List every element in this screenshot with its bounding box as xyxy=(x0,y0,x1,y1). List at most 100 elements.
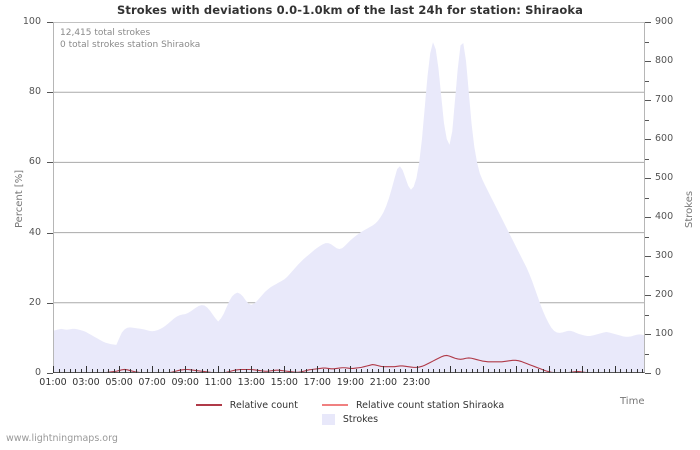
x-axis-minor-tick xyxy=(64,369,65,373)
x-axis-tick xyxy=(53,366,54,373)
y-axis-right-minor-tick xyxy=(645,275,649,277)
x-axis-minor-tick xyxy=(576,369,578,373)
x-axis-minor-tick xyxy=(157,369,159,373)
plot-frame xyxy=(53,22,645,373)
x-axis-minor-tick xyxy=(212,369,214,373)
x-axis-minor-tick xyxy=(91,369,93,373)
series-line-relative-count xyxy=(53,354,645,373)
y-axis-left-tick xyxy=(47,302,53,304)
x-axis-tick xyxy=(350,366,352,373)
x-axis-tick-label: 01:00 xyxy=(39,377,67,388)
legend-item-relative-count[interactable]: Relative count xyxy=(195,399,298,411)
x-axis-minor-tick xyxy=(69,369,71,373)
x-axis-minor-tick xyxy=(444,369,445,373)
x-axis-minor-tick xyxy=(141,369,143,373)
x-axis-minor-tick xyxy=(427,369,429,373)
y-axis-right-tick-label: 900 xyxy=(655,16,674,27)
x-axis-minor-tick xyxy=(592,369,594,373)
y-axis-left-tick-label: 40 xyxy=(28,226,41,238)
y-axis-left-tick xyxy=(47,92,53,94)
x-axis-minor-tick xyxy=(405,369,407,373)
x-axis-minor-tick xyxy=(201,369,203,373)
x-axis-minor-tick xyxy=(328,369,330,373)
y-axis-left-title: Percent [%] xyxy=(14,169,25,228)
y-axis-right-minor-tick xyxy=(645,158,649,160)
x-axis-tick xyxy=(218,366,220,373)
y-axis-right-minor-tick xyxy=(645,41,649,43)
x-axis-minor-tick xyxy=(163,369,165,373)
x-axis-minor-tick xyxy=(532,369,534,373)
x-axis-minor-tick xyxy=(521,369,523,373)
x-axis-minor-tick xyxy=(289,369,291,373)
y-axis-left-tick xyxy=(47,373,53,374)
x-axis-minor-tick xyxy=(295,369,297,373)
y-axis-right-tick xyxy=(645,100,651,101)
x-axis-minor-tick xyxy=(355,369,357,373)
x-axis-minor-tick xyxy=(411,369,412,373)
x-axis-minor-tick xyxy=(306,369,308,373)
x-axis-minor-tick xyxy=(388,369,390,373)
x-axis-tick-label: 13:00 xyxy=(237,377,265,388)
x-axis-minor-tick xyxy=(565,369,567,373)
x-axis-minor-tick xyxy=(146,369,148,373)
y-axis-right-tick-label: 100 xyxy=(655,328,674,339)
y-axis-right-tick-label: 400 xyxy=(655,211,674,222)
x-axis-minor-tick xyxy=(471,369,473,373)
y-axis-left-tick-label: 20 xyxy=(28,296,41,308)
x-axis-tick-label: 05:00 xyxy=(105,377,133,388)
x-axis-tick-label: 15:00 xyxy=(270,377,298,388)
x-axis-tick xyxy=(284,366,286,373)
y-axis-right-tick xyxy=(645,256,651,257)
series-area-strokes xyxy=(53,42,645,373)
x-axis-tick xyxy=(581,366,583,373)
legend-swatch-box-icon xyxy=(321,413,335,425)
legend-item-strokes[interactable]: Strokes xyxy=(321,413,379,425)
x-axis-minor-tick xyxy=(344,369,346,373)
legend-label: Relative count station Shiraoka xyxy=(355,399,505,411)
x-axis-minor-tick xyxy=(234,369,236,373)
x-axis-minor-tick xyxy=(102,369,104,373)
x-axis-title: Time xyxy=(620,396,645,407)
legend-label: Strokes xyxy=(342,413,379,425)
y-axis-right-title: Strokes xyxy=(684,190,695,228)
x-axis-minor-tick xyxy=(433,369,434,373)
x-axis-minor-tick xyxy=(240,369,242,373)
x-axis-minor-tick xyxy=(537,369,539,373)
x-axis-tick-label: 09:00 xyxy=(171,377,199,388)
y-axis-right-tick-label: 300 xyxy=(655,250,674,261)
x-axis-minor-tick xyxy=(620,369,622,373)
legend-label: Relative count xyxy=(229,399,298,411)
plot-area xyxy=(53,22,645,373)
x-axis-minor-tick xyxy=(135,369,137,373)
chart-legend: Relative count Relative count station Sh… xyxy=(0,398,700,426)
x-axis-minor-tick xyxy=(372,369,374,373)
x-axis-minor-tick xyxy=(455,369,456,373)
x-axis-minor-tick xyxy=(223,369,225,373)
x-axis-minor-tick xyxy=(603,369,605,373)
x-axis-minor-tick xyxy=(207,369,209,373)
x-axis-minor-tick xyxy=(267,369,269,373)
x-axis-minor-tick xyxy=(256,369,258,373)
x-axis-minor-tick xyxy=(333,369,335,373)
x-axis-minor-tick xyxy=(526,369,528,373)
x-axis-minor-tick xyxy=(422,369,423,373)
x-axis-minor-tick xyxy=(438,369,440,373)
y-axis-right-tick xyxy=(645,217,651,218)
x-axis-tick xyxy=(185,366,187,373)
x-axis-tick xyxy=(548,366,550,373)
x-axis-tick xyxy=(317,366,319,373)
legend-row-1: Relative count Relative count station Sh… xyxy=(0,398,700,412)
x-axis-minor-tick xyxy=(499,369,501,373)
x-axis-minor-tick xyxy=(399,369,401,373)
y-axis-right-tick-label: 0 xyxy=(655,367,662,378)
legend-item-relative-count-station[interactable]: Relative count station Shiraoka xyxy=(321,399,505,411)
x-axis-minor-tick xyxy=(377,369,379,373)
x-axis-tick-label: 11:00 xyxy=(204,377,232,388)
x-axis-minor-tick xyxy=(229,369,231,373)
x-axis-minor-tick xyxy=(488,369,490,373)
x-axis-minor-tick xyxy=(97,369,99,373)
x-axis-minor-tick xyxy=(510,369,512,373)
footer-url: www.lightningmaps.org xyxy=(6,433,118,444)
x-axis-minor-tick xyxy=(625,369,627,373)
